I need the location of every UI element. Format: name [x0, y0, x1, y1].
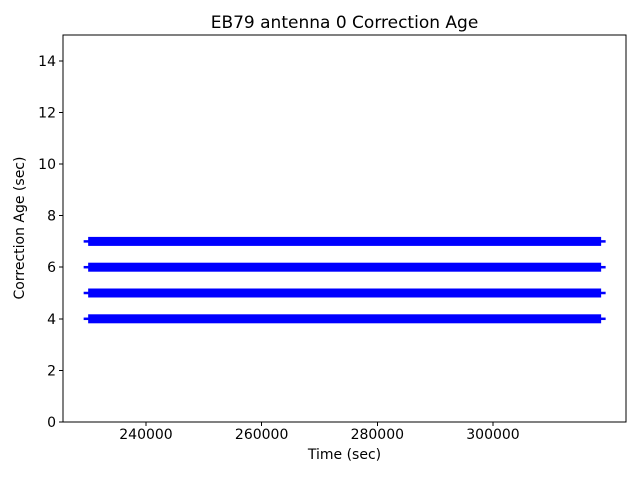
x-tick-label: 280000	[351, 427, 404, 443]
band-correction-age-7s	[88, 236, 602, 246]
y-tick-label: 14	[38, 54, 56, 70]
y-tick-label: 12	[38, 105, 56, 121]
y-axis-label: Correction Age (sec)	[12, 157, 28, 300]
y-tick-label: 4	[47, 312, 56, 328]
band-correction-age-6s	[88, 262, 602, 272]
x-tick-label: 260000	[235, 427, 288, 443]
plot-frame	[62, 34, 627, 423]
y-tick-label: 6	[47, 260, 56, 276]
x-axis-label: Time (sec)	[307, 447, 381, 463]
band-correction-age-5s	[88, 288, 602, 298]
data-series-bands	[83, 236, 606, 324]
y-tick-label: 10	[38, 157, 56, 173]
y-tick-label: 0	[47, 415, 56, 431]
x-tick-label: 240000	[119, 427, 172, 443]
axis-ticks: 240000 260000 280000 300000 0 2 4 6 8 10 12 14	[38, 54, 520, 443]
x-tick-label: 300000	[466, 427, 519, 443]
y-tick-label: 8	[47, 209, 56, 225]
band-correction-age-4s	[88, 314, 602, 324]
y-tick-label: 2	[47, 363, 56, 379]
chart-title: EB79 antenna 0 Correction Age	[211, 13, 479, 33]
